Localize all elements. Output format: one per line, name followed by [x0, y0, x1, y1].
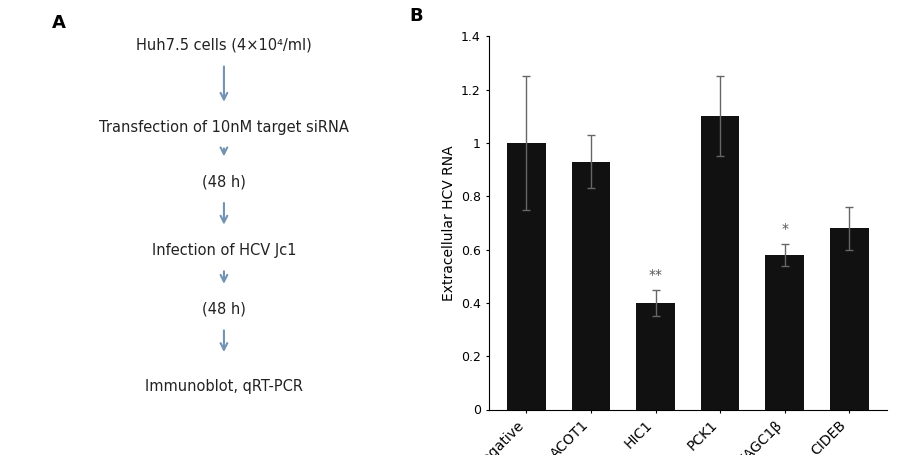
Bar [571, 162, 611, 410]
Text: Huh7.5 cells (4×10⁴/ml): Huh7.5 cells (4×10⁴/ml) [136, 38, 312, 53]
Text: Transfection of 10nM target siRNA: Transfection of 10nM target siRNA [99, 120, 349, 135]
Bar [830, 228, 868, 410]
Text: A: A [52, 14, 66, 32]
Bar [765, 255, 804, 410]
Text: B: B [409, 7, 423, 25]
Bar [636, 303, 675, 410]
Text: Infection of HCV Jc1: Infection of HCV Jc1 [152, 243, 296, 258]
Bar [701, 116, 739, 410]
Text: (48 h): (48 h) [202, 302, 246, 317]
Text: *: * [781, 222, 788, 236]
Bar [507, 143, 546, 410]
Y-axis label: Extracellular HCV RNA: Extracellular HCV RNA [442, 145, 456, 301]
Text: (48 h): (48 h) [202, 175, 246, 189]
Text: Immunoblot, qRT-PCR: Immunoblot, qRT-PCR [145, 379, 303, 394]
Text: **: ** [649, 268, 663, 282]
